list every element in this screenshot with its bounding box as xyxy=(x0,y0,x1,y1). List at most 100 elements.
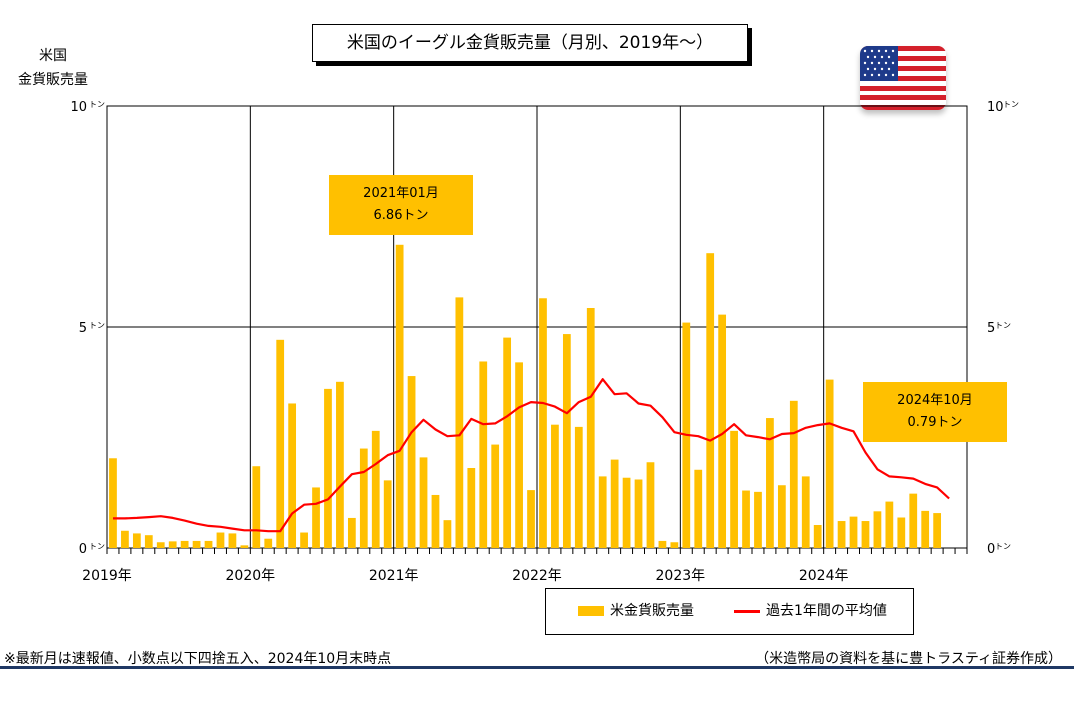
x-tick-label: 2019年 xyxy=(82,568,132,584)
bar xyxy=(276,339,285,548)
bar xyxy=(527,490,535,548)
legend-item-bars: 米金貨販売量 xyxy=(578,589,694,634)
y-tick-unit-left: トン xyxy=(89,542,105,551)
bar xyxy=(742,490,750,548)
bar xyxy=(813,525,822,548)
y-tick-unit-left: トン xyxy=(89,321,105,330)
bar xyxy=(455,297,464,548)
x-tick-label: 2023年 xyxy=(656,568,706,584)
x-tick-label: 2024年 xyxy=(799,568,849,584)
y-tick-label-left: 5 xyxy=(79,321,87,336)
bar xyxy=(324,388,332,548)
bar xyxy=(371,430,380,548)
y-tick-label-right: 10 xyxy=(987,100,1004,115)
bar xyxy=(168,541,177,548)
bar xyxy=(192,540,201,548)
footnote: ※最新月は速報値、小数点以下四捨五入、2024年10月末時点 xyxy=(4,651,392,667)
bar xyxy=(180,540,189,548)
bar xyxy=(921,510,930,548)
bar xyxy=(443,520,452,548)
callout-peak-date: 2021年01月 xyxy=(363,186,439,201)
bar xyxy=(467,467,476,548)
bar xyxy=(491,444,500,548)
bar xyxy=(646,462,655,548)
y-tick-label-left: 0 xyxy=(79,542,87,557)
bar xyxy=(240,545,249,548)
average-line xyxy=(113,378,950,533)
bar xyxy=(336,381,344,548)
callout-peak: 2021年01月 6.86トン xyxy=(329,175,473,235)
bar xyxy=(622,477,631,548)
bar xyxy=(431,494,440,548)
bottom-rule xyxy=(0,666,1074,669)
y-tick-unit-right: トン xyxy=(995,321,1011,330)
bar xyxy=(777,485,786,548)
y-axis-title-line1: 米国 xyxy=(39,48,67,64)
bar xyxy=(801,476,810,548)
bar xyxy=(574,426,583,548)
chart-title: 米国のイーグル金貨販売量（月別、2019年〜） xyxy=(312,24,748,62)
y-tick-unit-left: トン xyxy=(89,100,105,109)
x-tick-label: 2020年 xyxy=(226,568,276,584)
bar xyxy=(837,521,846,548)
bar xyxy=(121,530,129,548)
bar xyxy=(610,459,619,548)
bar xyxy=(204,540,213,548)
legend-label-bars: 米金貨販売量 xyxy=(610,603,694,619)
callout-latest: 2024年10月 0.79トン xyxy=(863,382,1007,442)
chart-legend: 米金貨販売量 過去1年間の平均値 xyxy=(545,588,914,635)
bar xyxy=(551,424,559,548)
bar xyxy=(144,535,153,548)
bar xyxy=(347,517,356,548)
bar xyxy=(634,479,643,548)
bar xyxy=(312,487,320,548)
callout-latest-value: 0.79トン xyxy=(907,415,963,430)
legend-label-line: 過去1年間の平均値 xyxy=(766,603,887,619)
bar xyxy=(909,493,918,548)
bar xyxy=(515,362,523,548)
bar xyxy=(395,244,404,548)
bar xyxy=(825,379,834,548)
y-tick-label-left: 10 xyxy=(70,100,87,115)
bar xyxy=(539,298,547,548)
legend-item-line: 過去1年間の平均値 xyxy=(734,589,887,634)
bar xyxy=(503,337,512,548)
y-tick-label-right: 0 xyxy=(987,542,995,557)
source-note: （米造幣局の資料を基に豊トラスティ証券作成） xyxy=(755,651,1062,667)
bar xyxy=(479,361,488,548)
bar xyxy=(562,334,571,548)
legend-swatch-bars xyxy=(578,606,604,616)
y-axis-title-line2: 金貨販売量 xyxy=(18,72,88,88)
bar xyxy=(383,480,392,548)
x-tick-label: 2021年 xyxy=(369,568,419,584)
bar xyxy=(419,457,428,548)
bar xyxy=(252,466,261,548)
bar xyxy=(228,533,237,548)
bar xyxy=(694,469,703,548)
bar xyxy=(718,314,727,548)
legend-swatch-line xyxy=(734,609,760,613)
bar xyxy=(300,532,308,548)
bar xyxy=(885,501,894,548)
y-tick-label-right: 5 xyxy=(987,321,995,336)
bar xyxy=(598,476,607,548)
bar xyxy=(109,458,117,548)
bar xyxy=(849,516,858,548)
x-tick-label: 2022年 xyxy=(512,568,562,584)
bar xyxy=(288,403,297,548)
bar xyxy=(897,517,906,548)
y-tick-unit-right: トン xyxy=(995,542,1011,551)
bar xyxy=(359,448,368,548)
bar xyxy=(658,540,667,548)
y-axis-title: 米国 金貨販売量 xyxy=(8,44,98,92)
bar xyxy=(789,400,798,548)
bar xyxy=(264,538,273,548)
bar xyxy=(706,253,715,548)
y-tick-unit-right: トン xyxy=(1003,100,1019,109)
bar xyxy=(861,521,870,548)
bar xyxy=(586,307,595,548)
callout-peak-value: 6.86トン xyxy=(373,208,429,223)
bar xyxy=(407,376,416,548)
callout-latest-date: 2024年10月 xyxy=(897,393,973,408)
